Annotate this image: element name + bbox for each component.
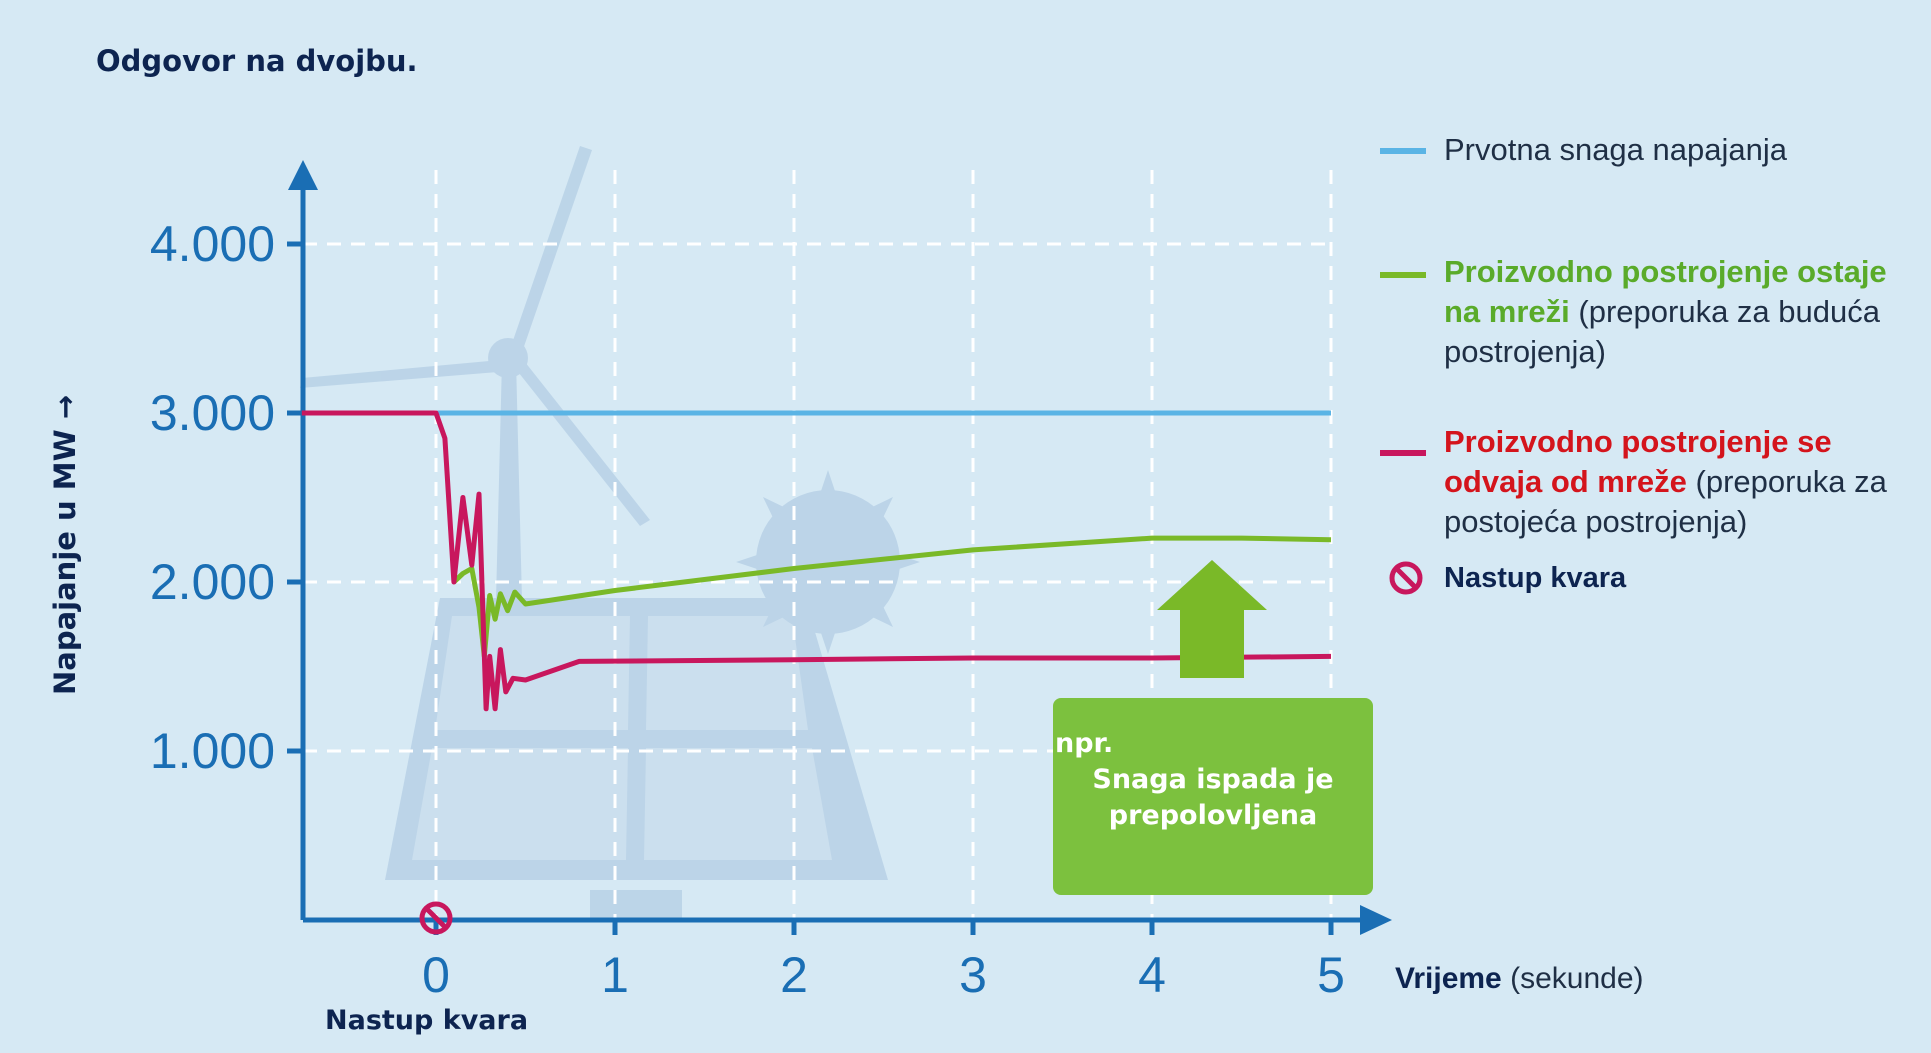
legend-label-disconnects: Proizvodno postrojenje se odvaja od mrež… — [1444, 422, 1914, 542]
x-tick-label: 0 — [422, 947, 450, 1003]
tick-labels: 1.000 2.000 3.000 4.000 0 1 2 3 4 5 — [150, 216, 1345, 1003]
background-illustration — [300, 146, 920, 920]
y-tick-label: 4.000 — [150, 216, 275, 272]
y-tick-label: 1.000 — [150, 723, 275, 779]
y-tick-label: 2.000 — [150, 554, 275, 610]
x-tick-label: 5 — [1317, 947, 1345, 1003]
legend-label-original: Prvotna snaga napajanja — [1444, 132, 1787, 167]
x-tick-label: 2 — [780, 947, 808, 1003]
series-line-2 — [301, 410, 1332, 712]
legend-stays-note: (preporuka za buduća postrojenja) — [1444, 294, 1880, 369]
callout-prefix: npr. — [1055, 728, 1114, 759]
series-line-1 — [452, 535, 1332, 659]
x-axis-title-unit: (sekunde) — [1510, 962, 1644, 995]
y-tick-label: 3.000 — [150, 385, 275, 441]
y-axis-title: Napajanje u MW → — [48, 395, 82, 695]
x-tick-label: 1 — [601, 947, 629, 1003]
sun-illustration — [736, 470, 920, 654]
fault-marker-icon — [419, 901, 453, 935]
callout-box: npr. Snaga ispada je prepolovljena — [1053, 698, 1373, 895]
x-axis-title-main: Vrijeme — [1395, 962, 1502, 995]
x-axis-title: Vrijeme (sekunde) — [1395, 962, 1644, 996]
axes — [287, 160, 1392, 935]
legend-disconnects-note: (preporuka za postojeća postrojenja) — [1444, 464, 1887, 539]
legend-stays-bold: Proizvodno postrojenje ostaje na mreži — [1444, 254, 1887, 329]
callout-text: Snaga ispada je prepolovljena — [1092, 764, 1334, 831]
grid-lines — [303, 170, 1333, 920]
x-tick-label: 3 — [959, 947, 987, 1003]
legend-fault-label: Nastup kvara — [1444, 562, 1627, 594]
chart-title: Odgovor na dvojbu. — [96, 44, 418, 78]
legend-swatch-disconnects — [1380, 450, 1426, 456]
x-axis-arrow-icon — [1360, 905, 1392, 935]
legend-fault-icon — [1389, 561, 1423, 595]
legend-disconnects-bold: Proizvodno postrojenje se odvaja od mrež… — [1444, 424, 1832, 499]
x-tick-label: 4 — [1138, 947, 1166, 1003]
fault-axis-label: Nastup kvara — [325, 1005, 529, 1036]
legend-swatch-original — [1380, 148, 1426, 154]
legend-swatch-stays — [1380, 272, 1426, 278]
increase-arrow-icon — [1157, 560, 1267, 678]
series-lines — [301, 410, 1332, 712]
y-axis-arrow-icon — [288, 160, 318, 190]
solar-panel-illustration — [385, 598, 888, 920]
legend-label-stays: Proizvodno postrojenje ostaje na mreži (… — [1444, 252, 1914, 372]
